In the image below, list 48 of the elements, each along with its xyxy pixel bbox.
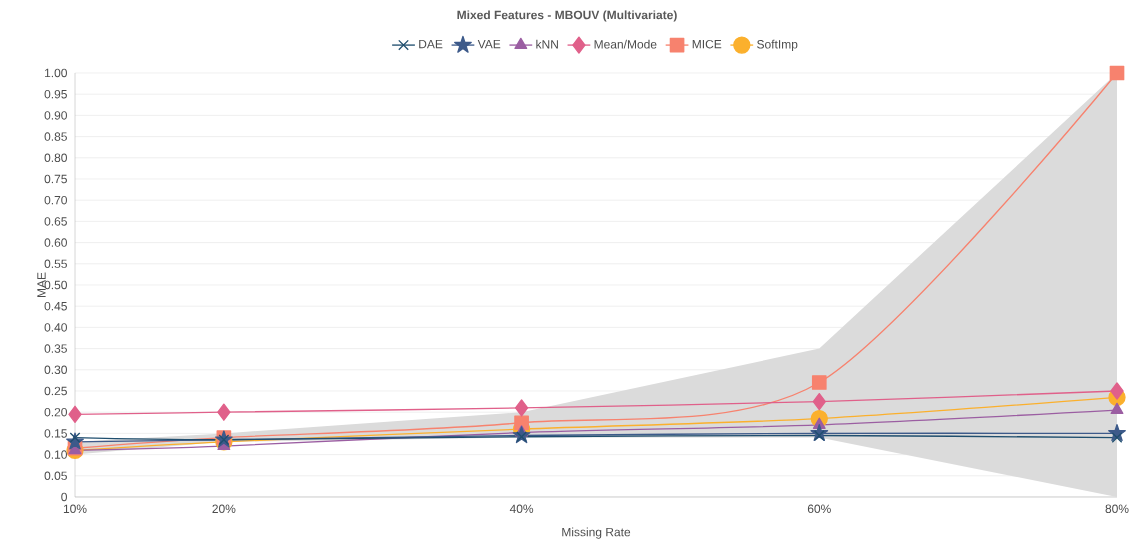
y-tick-label: 0.10 (44, 450, 67, 459)
point (217, 403, 231, 421)
legend-label: DAE (419, 39, 443, 49)
y-tick-label: 0.70 (44, 195, 67, 205)
y-tick-label: 0.75 (44, 174, 67, 184)
legend-label: Mean/Mode (594, 39, 657, 49)
y-tick-label: 0.35 (44, 344, 67, 353)
x-tick-label: 80% (1105, 504, 1129, 514)
point (811, 375, 827, 390)
point (1109, 65, 1125, 81)
y-tick-label: 0.15 (44, 429, 67, 438)
legend-label: SoftImp (757, 39, 798, 51)
x-tick-label: 40% (509, 504, 534, 514)
y-axis-title: MAE (37, 272, 46, 298)
point (514, 399, 529, 417)
y-tick-label: 0.55 (44, 259, 67, 269)
x-tick-label: 10% (63, 504, 87, 514)
point (1111, 432, 1123, 444)
legend-label: kNN (536, 39, 558, 49)
x-axis-title: Missing Rate (562, 527, 631, 539)
point (516, 431, 527, 443)
y-tick-label: 0.40 (44, 323, 67, 332)
chart-title: Mixed Features - MBOUV (Multivariate) (457, 10, 677, 22)
point (812, 392, 826, 411)
y-tick-label: 0.65 (44, 217, 67, 226)
y-tick-label: 0.45 (44, 301, 67, 311)
point (514, 415, 529, 431)
y-tick-label: 0.30 (44, 365, 67, 375)
x-tick-label: 20% (212, 504, 236, 514)
point (813, 430, 825, 441)
y-tick-label: 0.90 (44, 111, 67, 120)
x-tick-label: 60% (807, 504, 831, 514)
point (69, 432, 81, 444)
legend-label: MICE (692, 39, 722, 49)
y-tick-label: 0.25 (44, 386, 67, 396)
y-tick-label: 0.95 (44, 89, 67, 99)
point (68, 405, 82, 423)
point (1110, 402, 1124, 415)
y-tick-label: 0.20 (44, 407, 67, 417)
y-tick-label: 0.85 (44, 132, 67, 141)
y-tick-label: 0.60 (44, 238, 67, 247)
y-tick-label: 0 (61, 492, 67, 502)
y-tick-label: 0.80 (44, 153, 67, 163)
point (1110, 382, 1124, 400)
y-tick-label: 1.00 (45, 68, 67, 78)
y-tick-label: 0.50 (44, 280, 67, 290)
legend-label: VAE (477, 39, 501, 49)
y-tick-label: 0.05 (44, 471, 67, 481)
